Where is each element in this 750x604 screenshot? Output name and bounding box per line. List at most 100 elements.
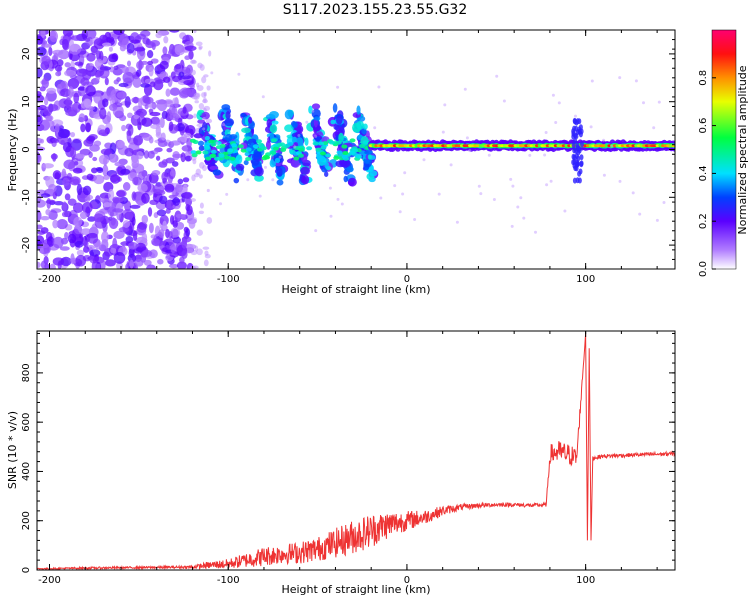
spectrogram-cell — [311, 103, 321, 110]
spectrogram-cell — [210, 149, 217, 154]
spectrogram-cell — [84, 196, 91, 202]
spectrogram-cell — [168, 263, 179, 269]
spectrogram-cell — [49, 263, 56, 269]
spectrogram-cell — [198, 103, 205, 110]
spectrogram-cell — [210, 71, 214, 75]
colorbar-ticks: 0.0 0.2 0.4 0.6 0.8 — [698, 70, 716, 277]
spectrogram-cell — [174, 44, 186, 56]
spectrogram-cell — [147, 103, 158, 108]
spectrogram-cell — [198, 210, 205, 215]
spectrogram-cell — [110, 216, 116, 226]
spectrogram-cell — [577, 128, 582, 135]
spectrogram-cell — [340, 159, 351, 168]
spectrogram-cell — [52, 170, 62, 180]
spectrogram-cell — [579, 160, 584, 167]
spectrogram-cell — [610, 144, 614, 148]
spectrogram-cell — [178, 71, 185, 78]
snr-xlabel: Height of straight line (km) — [281, 583, 430, 596]
colorbar-tick-label: 0.2 — [698, 213, 709, 229]
spectrogram-cell — [55, 123, 60, 134]
spectrogram-cell — [52, 138, 59, 144]
spectrogram-cell — [175, 64, 182, 70]
spectrogram-cell — [73, 75, 86, 84]
spectrogram-cell — [98, 129, 108, 137]
spectrogram-cell — [112, 208, 124, 213]
snr-ytick-label: 200 — [21, 511, 32, 530]
spectrogram-cell — [80, 123, 86, 133]
spectrogram-cell — [528, 153, 532, 157]
spectrogram-cell — [516, 205, 520, 209]
snr-ytick-label: 800 — [21, 363, 32, 382]
spectrogram-cell — [172, 97, 179, 104]
spectrogram-cell — [40, 260, 47, 269]
spectrogram-cell — [511, 184, 515, 188]
spectrogram-cell — [96, 50, 102, 61]
spectrogram-cell — [149, 111, 161, 117]
spectrogram-cell — [284, 109, 294, 120]
spectrogram-cell — [106, 111, 112, 123]
spectrogram-cell — [136, 151, 144, 160]
spectrogram-cell — [573, 118, 577, 125]
spectrogram-cell — [492, 198, 496, 201]
spectrogram-cell — [342, 151, 349, 155]
spectrogram-cell — [113, 30, 125, 36]
spectrogram-cell — [72, 167, 83, 174]
spectrogram-cell — [157, 140, 168, 148]
spectrogram-cell — [121, 66, 129, 74]
spectrogram-cell — [227, 148, 234, 153]
spectrogram-cell — [37, 137, 43, 144]
colorbar-tick-label: 0.0 — [698, 261, 709, 277]
spectrogram-cell — [195, 150, 202, 155]
spectrogram-cell — [449, 163, 453, 167]
spectrogram-cell — [125, 212, 134, 220]
spectrogram-cell — [194, 100, 199, 104]
spectrogram-cell — [67, 233, 77, 244]
spectrogram-cell — [551, 93, 555, 97]
spectrogram-cell — [86, 173, 94, 181]
spectrogram-cell — [225, 192, 229, 196]
figure-title: S117.2023.155.23.55.G32 — [283, 2, 468, 18]
spectrogram-cell — [42, 163, 54, 169]
spectrogram-cell — [549, 179, 553, 183]
spectrogram-cell — [148, 136, 154, 144]
spectrogram-cell — [179, 256, 185, 264]
spectrogram-cell — [196, 123, 204, 127]
spectrogram-cell — [346, 166, 354, 173]
spectrogram-cell — [287, 142, 294, 146]
spectrogram-cell — [193, 133, 204, 139]
spectrogram-cell — [52, 257, 65, 266]
colorbar-gradient — [711, 29, 737, 270]
spectrogram-cell — [198, 145, 205, 151]
spectrogram-cell — [204, 142, 210, 147]
spectrogram-cell — [578, 168, 583, 175]
spectrogram-cell — [92, 156, 98, 162]
spectrogram-cell — [336, 85, 340, 89]
spectrogram-cell — [122, 182, 131, 191]
spectrogram-cell — [573, 132, 578, 139]
spectrogram-cell — [142, 176, 147, 185]
spectrogram-cell — [73, 153, 85, 159]
spectrogram-cell — [181, 238, 187, 249]
spectrogram-cell — [544, 131, 548, 134]
spectrogram-cell — [229, 156, 236, 161]
spectrogram-cell — [314, 134, 318, 138]
spectrogram-cell — [137, 221, 148, 230]
spectrogram-cell — [180, 135, 188, 143]
spectrogram-cell — [333, 155, 340, 160]
spectrogram-cell — [69, 176, 81, 186]
spectrogram-cell — [325, 153, 332, 158]
spectrogram-cell — [328, 186, 332, 190]
spectrogram-cell — [37, 35, 43, 45]
spectrogram-cell — [332, 103, 338, 113]
spectrogram-cell — [216, 145, 222, 150]
spectrogram-cell — [403, 171, 407, 175]
spectrogram-cell — [203, 259, 209, 267]
spectrogram-cell — [554, 121, 558, 124]
spectrogram-cell — [373, 126, 377, 130]
spectrogram-cell — [638, 212, 642, 216]
spectrogram-cell — [37, 110, 41, 118]
spectrogram-xtick-label: -200 — [38, 274, 61, 285]
spectrogram-cell — [204, 145, 211, 150]
spectrogram-cell — [122, 220, 131, 228]
